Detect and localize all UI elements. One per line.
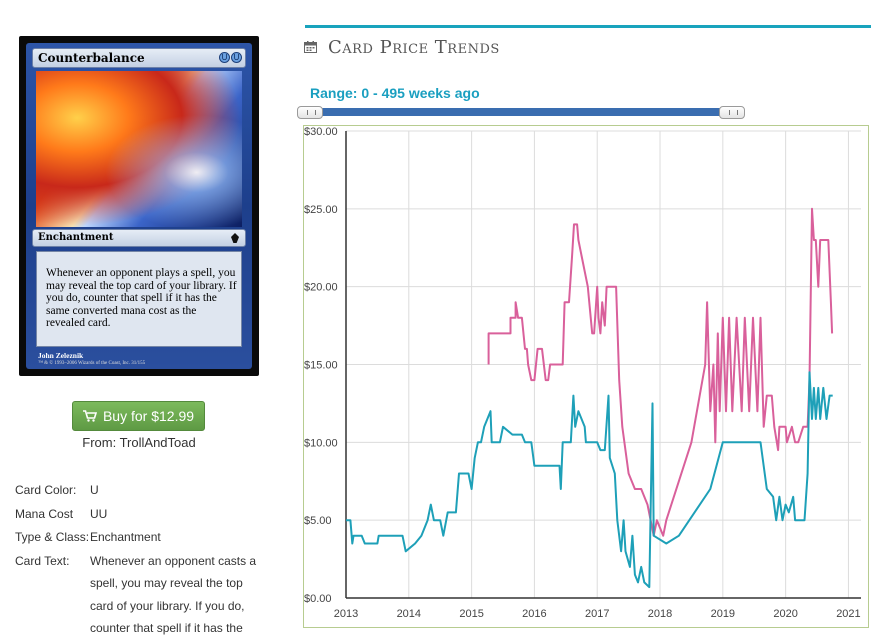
detail-value: U xyxy=(90,483,99,497)
range-slider[interactable] xyxy=(297,106,745,119)
seller-label: From: TrollAndToad xyxy=(82,435,196,450)
card-details: Card Color: U Mana Cost UU Type & Class:… xyxy=(15,479,265,640)
set-symbol-icon xyxy=(231,233,239,243)
slider-handle-start[interactable] xyxy=(297,106,323,119)
detail-row-color: Card Color: U xyxy=(15,479,265,503)
buy-button[interactable]: Buy for $12.99 xyxy=(72,401,205,431)
card-text-box: Whenever an opponent plays a spell, you … xyxy=(36,251,242,347)
card-name-bar: Counterbalance U U xyxy=(32,48,246,68)
card-frame: Counterbalance U U Enchantment Whenever … xyxy=(26,43,252,369)
card-name: Counterbalance xyxy=(38,51,145,65)
detail-row-card-text: Card Text: Whenever an opponent casts a … xyxy=(15,550,265,640)
slider-selected-range xyxy=(310,108,732,116)
detail-value: UU xyxy=(90,506,108,521)
series-line-2 xyxy=(346,371,833,589)
chart-frame xyxy=(303,125,869,628)
section-title: Card Price Trends xyxy=(328,37,500,58)
detail-label: Card Color: xyxy=(15,483,77,497)
y-tick-label: $5.00 xyxy=(304,515,332,527)
card-type-line: Enchantment xyxy=(38,232,114,243)
y-tick-label: $20.00 xyxy=(304,282,338,294)
calendar-icon xyxy=(304,41,317,53)
series-line-1 xyxy=(487,207,834,537)
x-tick-label: 2013 xyxy=(334,608,358,620)
detail-label: Type & Class: xyxy=(15,530,90,544)
detail-label: Mana Cost xyxy=(15,506,74,521)
x-tick-label: 2020 xyxy=(773,608,797,620)
x-tick-label: 2015 xyxy=(459,608,483,620)
detail-row-type: Type & Class: Enchantment xyxy=(15,526,265,550)
y-tick-label: $25.00 xyxy=(304,204,338,216)
section-divider xyxy=(305,25,871,28)
slider-handle-end[interactable] xyxy=(719,106,745,119)
x-tick-label: 2018 xyxy=(648,608,672,620)
y-tick-label: $0.00 xyxy=(304,593,332,605)
x-tick-label: 2014 xyxy=(397,608,421,620)
x-tick-label: 2016 xyxy=(522,608,546,620)
shopping-cart-icon xyxy=(82,410,97,422)
buy-button-label: Buy for $12.99 xyxy=(102,408,195,424)
card-rules-text: Whenever an opponent plays a spell, you … xyxy=(46,267,237,329)
y-tick-label: $15.00 xyxy=(304,360,338,372)
y-tick-label: $10.00 xyxy=(304,437,338,449)
card-artist: John Zeleznik xyxy=(38,351,84,360)
y-tick-label: $30.00 xyxy=(304,126,338,138)
blue-mana-icon: U xyxy=(219,52,230,63)
card-artwork xyxy=(36,71,242,227)
detail-row-mana-cost: Mana Cost UU xyxy=(15,503,265,527)
x-tick-label: 2021 xyxy=(836,608,860,620)
card-image: Counterbalance U U Enchantment Whenever … xyxy=(19,36,259,376)
detail-value: Whenever an opponent casts a spell, you … xyxy=(90,553,257,636)
price-chart: $0.00 $5.00 $10.00 $15.00 $20.00 $25.00 $30.00… xyxy=(304,126,861,620)
x-tick-label: 2019 xyxy=(711,608,735,620)
blue-mana-icon: U xyxy=(231,52,242,63)
detail-value: Enchantment xyxy=(90,530,161,544)
card-type-bar: Enchantment xyxy=(32,229,246,247)
card-copyright: ™ & © 1993–2006 Wizards of the Coast, In… xyxy=(38,361,146,366)
detail-label: Card Text: xyxy=(15,553,70,568)
range-label: Range: 0 - 495 weeks ago xyxy=(310,85,480,101)
x-tick-label: 2017 xyxy=(585,608,609,620)
